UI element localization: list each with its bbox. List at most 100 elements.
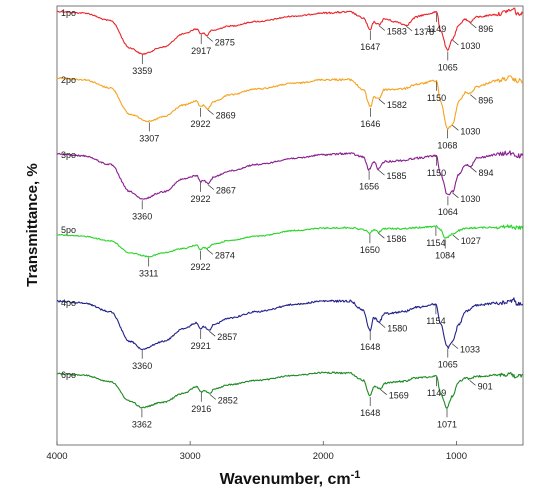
- plot-frame: [56, 5, 524, 446]
- peak-label: 894: [479, 168, 494, 178]
- peak-label: 2857: [217, 332, 237, 342]
- peak-label: 3362: [132, 419, 152, 429]
- series-line: [56, 371, 523, 409]
- peak-leader: [469, 380, 476, 386]
- peak-label: 1064: [438, 207, 458, 217]
- peak-label: 1065: [438, 63, 458, 73]
- peak-label: 896: [478, 24, 493, 34]
- peak-leader: [207, 184, 215, 190]
- peak-leader: [207, 109, 214, 115]
- series-label: 5po: [61, 225, 76, 235]
- peak-leader: [378, 232, 385, 239]
- series-5po: 5po 3311 2922 2874 1650 1586 1154 1084 1027: [56, 224, 524, 279]
- x-axis-label: Wavenumber, cm-1: [220, 469, 361, 488]
- peak-leader: [380, 389, 387, 395]
- peak-label: 2922: [190, 194, 210, 204]
- peak-leader: [209, 394, 217, 400]
- peak-leader: [470, 94, 477, 100]
- peak-label: 1150: [427, 168, 446, 178]
- x-ticks: 4000 3000 2000 1000: [46, 441, 467, 462]
- series-6po: 6po 3362 2916 2852 1648 1569 1149 1071 901: [56, 370, 523, 429]
- peak-label: 3307: [139, 133, 159, 143]
- peak-label: 1378: [414, 27, 434, 37]
- peak-label: 1650: [360, 245, 380, 255]
- series-label: 2po: [61, 75, 76, 85]
- peak-label: 2875: [215, 38, 235, 48]
- peak-label: 1648: [360, 408, 380, 418]
- series-label: 4po: [61, 298, 76, 308]
- peak-leader: [206, 36, 214, 42]
- series-line: [56, 7, 524, 55]
- peak-leader: [470, 166, 477, 173]
- series-label: 6po: [61, 370, 76, 380]
- peak-label: 1030: [460, 126, 480, 136]
- peak-leader: [452, 192, 459, 199]
- peak-label: 1149: [427, 388, 446, 398]
- peak-label: 1033: [460, 345, 480, 355]
- peak-label: 2922: [190, 119, 210, 129]
- x-tick-label: 3000: [180, 451, 201, 462]
- series-line: [56, 224, 524, 258]
- peak-leader: [452, 125, 459, 131]
- peak-label: 1648: [360, 342, 380, 352]
- x-tick-label: 2000: [313, 451, 334, 462]
- peak-label: 3360: [132, 211, 152, 221]
- peak-label: 1030: [460, 194, 480, 204]
- peak-label: 1586: [386, 234, 406, 244]
- peak-label: 2867: [216, 186, 236, 196]
- y-axis-label: Transmittance, %: [24, 163, 41, 286]
- peak-leader: [206, 249, 214, 255]
- peak-label: 1656: [359, 182, 379, 192]
- peak-label: 2874: [215, 250, 235, 260]
- peak-label: 1149: [427, 24, 446, 34]
- peak-leader: [378, 98, 386, 105]
- x-tick-label: 1000: [446, 451, 467, 462]
- peak-label: 2869: [216, 111, 236, 121]
- series-line: [56, 75, 524, 130]
- peak-label: 2916: [191, 404, 211, 414]
- peak-label: 2921: [191, 341, 211, 351]
- series-line: [57, 297, 524, 351]
- peak-label: 1068: [437, 140, 457, 150]
- series-label: 1po: [61, 8, 76, 18]
- peak-leader: [452, 234, 460, 241]
- peak-label: 1583: [387, 27, 407, 37]
- peak-label: 1646: [360, 119, 380, 129]
- peak-label: 2852: [218, 395, 238, 405]
- peak-label: 1582: [387, 100, 407, 110]
- peak-label: 2917: [191, 46, 211, 56]
- peak-label: 1569: [389, 391, 409, 401]
- peak-label: 1065: [438, 360, 458, 370]
- peak-label: 1027: [461, 236, 481, 246]
- peak-leader: [405, 25, 413, 32]
- series-label: 3po: [61, 150, 76, 160]
- peak-label: 1585: [387, 171, 407, 181]
- peak-label: 1154: [426, 238, 445, 248]
- peak-leader: [470, 22, 477, 29]
- peak-leader: [452, 39, 459, 46]
- peak-label: 3360: [132, 361, 152, 371]
- peak-label: 1647: [360, 42, 380, 52]
- peak-leader: [208, 330, 216, 337]
- peak-label: 1150: [427, 93, 446, 103]
- peak-label: 1030: [460, 41, 480, 51]
- peak-leader: [378, 169, 385, 176]
- peak-label: 3311: [139, 269, 158, 279]
- peak-leader: [451, 343, 459, 349]
- peak-label: 2922: [190, 262, 210, 272]
- peak-label: 1580: [387, 324, 407, 334]
- peak-label: 1071: [437, 419, 457, 429]
- peak-label: 901: [478, 381, 493, 391]
- peak-label: 896: [478, 96, 493, 106]
- peak-leader: [378, 322, 386, 328]
- peak-leader: [378, 25, 386, 31]
- peak-label: 1084: [435, 251, 455, 261]
- peak-label: 3359: [132, 66, 152, 76]
